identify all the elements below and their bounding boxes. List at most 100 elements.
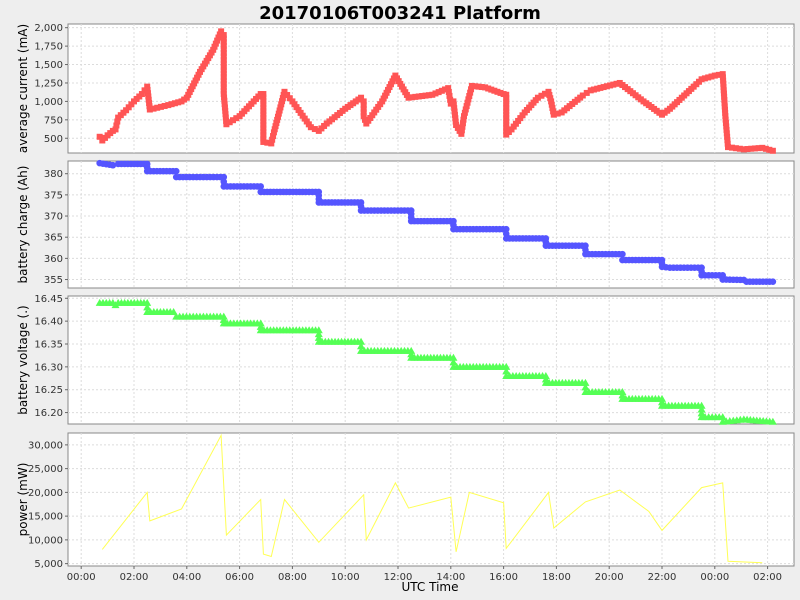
data-point xyxy=(422,92,429,99)
data-point xyxy=(220,53,227,60)
data-point xyxy=(503,114,510,121)
data-point xyxy=(278,101,285,108)
data-point xyxy=(220,84,227,91)
x-tick-label: 06:00 xyxy=(225,572,254,583)
data-point xyxy=(722,120,729,127)
data-point xyxy=(715,71,722,78)
series-line xyxy=(101,433,763,564)
data-point xyxy=(721,103,728,110)
data-point xyxy=(220,87,227,94)
data-point xyxy=(579,92,586,99)
x-tick-label: 02:00 xyxy=(120,572,149,583)
data-point xyxy=(502,225,510,233)
data-point xyxy=(260,128,267,135)
data-point xyxy=(260,91,267,98)
panel-2: 355 360 365 370 375 380 battery charge (Ah) xyxy=(16,159,795,289)
x-tick-label: 14:00 xyxy=(436,572,465,583)
y-tick-label: 375 xyxy=(44,190,63,201)
data-point xyxy=(271,126,278,133)
data-point xyxy=(451,111,458,118)
data-point xyxy=(708,73,715,80)
data-point xyxy=(502,367,511,375)
data-point xyxy=(503,108,510,115)
data-point xyxy=(607,82,614,89)
data-point xyxy=(740,146,747,153)
data-point xyxy=(461,113,467,120)
data-point xyxy=(451,108,458,115)
data-point xyxy=(600,84,607,91)
data-point xyxy=(357,342,366,350)
data-point xyxy=(144,83,151,90)
data-point xyxy=(260,104,267,111)
data-point xyxy=(722,113,729,120)
data-point xyxy=(168,101,175,108)
data-point xyxy=(720,77,727,84)
data-point xyxy=(719,74,726,81)
data-point xyxy=(610,81,617,88)
data-point xyxy=(220,57,227,64)
y-tick-label: 380 xyxy=(44,169,63,180)
data-point xyxy=(360,105,367,112)
data-point xyxy=(145,93,152,100)
data-point xyxy=(465,96,472,103)
data-point xyxy=(748,145,755,152)
data-point xyxy=(720,80,727,87)
data-point xyxy=(221,97,228,104)
y-tick-label: 360 xyxy=(44,254,63,265)
data-point xyxy=(220,42,227,49)
data-point xyxy=(260,97,267,104)
data-point xyxy=(215,34,222,41)
data-point xyxy=(698,76,705,83)
data-point xyxy=(697,409,706,417)
data-point xyxy=(268,140,275,147)
data-point xyxy=(548,101,555,108)
data-point xyxy=(452,115,459,122)
data-point xyxy=(360,109,367,116)
data-point xyxy=(449,358,458,366)
data-point xyxy=(541,90,548,97)
data-point xyxy=(441,86,448,93)
data-point xyxy=(538,92,545,99)
data-point xyxy=(113,122,120,129)
data-point xyxy=(220,80,227,87)
data-point xyxy=(274,113,281,120)
data-point xyxy=(462,106,469,113)
data-point xyxy=(432,90,439,97)
x-tick-label: 00:00 xyxy=(700,572,729,583)
data-point xyxy=(466,92,473,99)
data-point xyxy=(220,63,227,70)
data-point xyxy=(503,91,510,98)
x-tick-label: 00:00 xyxy=(67,572,96,583)
data-point xyxy=(109,161,117,169)
data-point xyxy=(220,49,227,56)
data-point xyxy=(722,116,729,123)
y-axis-label: battery voltage (.) xyxy=(16,305,30,414)
data-point xyxy=(146,99,153,106)
data-point xyxy=(270,129,277,136)
data-point xyxy=(210,46,217,53)
series-markers xyxy=(95,298,777,425)
y-tick-label: 16.35 xyxy=(34,340,63,351)
x-tick-label: 12:00 xyxy=(384,572,413,583)
data-point xyxy=(220,39,227,46)
data-point xyxy=(451,105,458,112)
data-point xyxy=(720,87,727,94)
data-point xyxy=(220,178,228,186)
plot-area xyxy=(67,23,795,154)
data-point xyxy=(260,132,267,139)
panel-1: 500 750 1,000 1,250 1,500 1,750 2,000 average c… xyxy=(16,23,795,154)
data-point xyxy=(732,145,739,152)
data-point xyxy=(226,119,233,126)
data-point xyxy=(503,98,510,105)
plot-area xyxy=(67,432,795,567)
data-point xyxy=(491,87,498,94)
data-point xyxy=(220,32,227,39)
data-point xyxy=(502,362,511,370)
y-tick-label: 16.40 xyxy=(34,317,63,328)
data-point xyxy=(503,111,510,118)
data-point xyxy=(314,333,323,341)
data-point xyxy=(212,40,219,47)
y-axis-label: power (mW) xyxy=(16,463,30,537)
data-point xyxy=(554,110,561,117)
